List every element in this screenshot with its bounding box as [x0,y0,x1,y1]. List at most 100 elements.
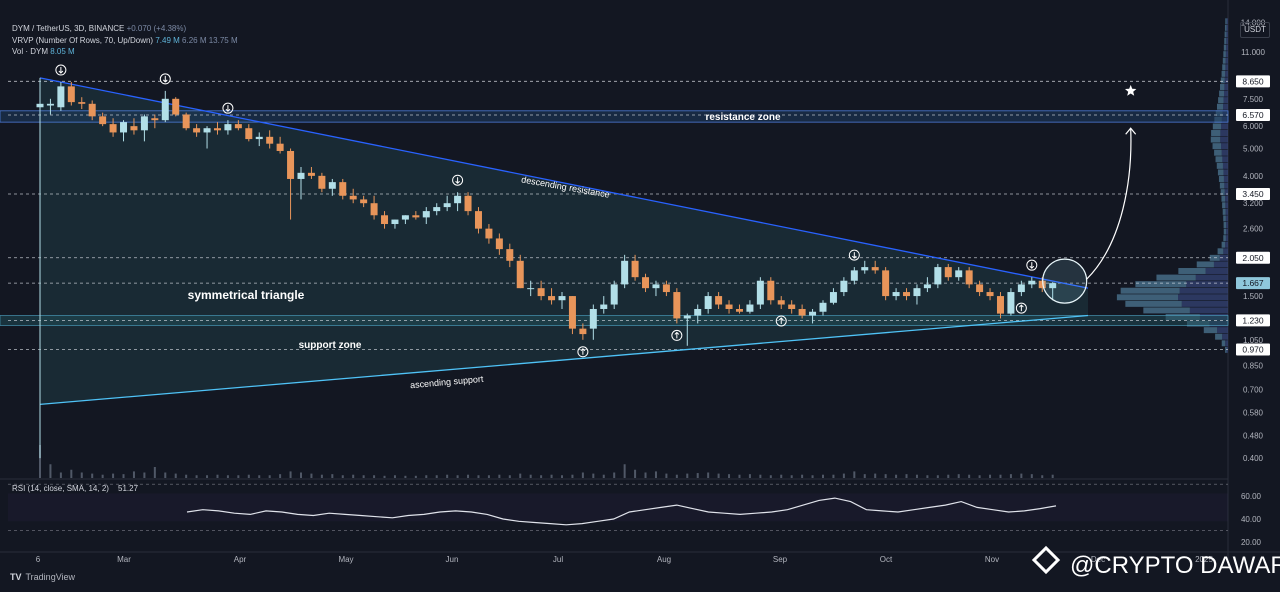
vrvp-bar-up [1216,162,1223,169]
volume-bar [477,475,480,478]
candle-body [307,172,315,176]
price-tick-label: 3.450 [1242,189,1264,199]
vrvp-bar-up [1223,228,1227,235]
down-arrow-icon [848,249,860,261]
volume-legend[interactable]: Vol · DYM 8.05 M [12,47,75,56]
vrvp-bar-up [1223,44,1227,51]
volume-bar [467,474,470,478]
candle-body [965,270,973,285]
vrvp-bar-up [1219,90,1225,97]
vrvp-bar-up [1224,38,1227,44]
price-tick-label: 0.700 [1243,385,1264,394]
volume-bar [1051,474,1054,478]
down-arrow-glyph [225,105,231,112]
price-axis[interactable]: 14.00011.0008.6507.5006.5706.0005.0004.0… [1236,18,1270,463]
time-axis[interactable]: 6 Mar Apr May Jun Jul Aug Sep Oct Nov Dec 2025 [0,551,1280,564]
candle-body [642,277,650,289]
volume-bar [1041,475,1044,478]
candle-body [662,284,670,293]
down-arrow-icon [222,102,234,114]
price-tick-label: 3.200 [1243,199,1264,208]
tradingview-logo[interactable]: TV TradingView [10,572,75,582]
symbol-legend[interactable]: DYM / TetherUS, 3D, BINANCE +0.070 (+4.3… [12,24,186,33]
vrvp-bar-up [1222,64,1226,71]
candle-body [401,215,409,220]
candle-body [809,311,817,316]
vrvp-bar-up [1221,241,1226,248]
volume-bar [822,474,824,478]
candle-body [871,267,879,271]
volume-bar [425,475,428,478]
candle-body [652,284,660,289]
volume-bar [435,475,438,478]
vrvp-bar-up [1212,143,1222,150]
volume-bar [226,475,229,478]
vrvp-value-down: 6.26 M [182,36,207,45]
vrvp-legend[interactable]: VRVP (Number Of Rows, 70, Up/Down) 7.49 … [12,36,238,45]
volume-bar [936,475,939,478]
volume-profile [1116,18,1228,353]
rsi-line [186,497,1057,526]
volume-bar [331,474,334,478]
volume-bar [602,474,605,478]
vrvp-bar-up [1211,130,1221,136]
candle-body [704,296,712,309]
vrvp-bar-up [1219,182,1225,189]
vrvp-bar-up [1215,333,1223,340]
candle-body [537,288,545,297]
projection-arrow [1086,128,1132,280]
price-tick-label: 0.480 [1243,432,1264,441]
volume-bar [811,475,814,478]
candle-body [1007,292,1015,314]
candle-body [829,292,837,303]
volume-bar [728,474,731,478]
symbol-line: DYM / TetherUS, 3D, BINANCE [12,24,125,33]
vrvp-bar-up [1223,222,1227,228]
tradingview-logo-icon: TV [10,572,22,582]
volume-bar [884,474,887,478]
volume-bar [989,474,992,478]
vrvp-bar-down [1226,44,1228,51]
volume-bar [279,474,282,478]
vrvp-bar-down [1224,84,1228,90]
up-arrow-glyph [778,317,784,324]
volume-bar [874,473,877,478]
candle-body [579,328,587,335]
volume-bar [895,474,898,478]
time-tick-label: Dec [1091,555,1105,564]
vrvp-bar-up [1221,195,1226,202]
vrvp-bar-up [1221,70,1226,77]
vrvp-bar-down [1223,169,1228,176]
candle-body [819,302,827,312]
volume-bar [529,474,532,478]
candle-body [861,267,869,271]
candle-body [266,136,274,144]
vol-value: 8.05 M [50,47,75,56]
vrvp-bar-up [1221,340,1226,347]
volume-bar [153,467,156,478]
volume-bar [174,473,177,478]
candle-body [631,260,639,278]
price-tick-label: 1.667 [1242,278,1264,288]
vrvp-bar-down [1221,123,1228,130]
candle-body [67,86,75,103]
vrvp-bar-down [1225,208,1228,215]
volume-bar [268,475,271,478]
vrvp-bar-down [1217,327,1228,334]
candle-body [140,116,148,131]
vrvp-bar-up [1224,24,1227,31]
vrvp-bar-up [1217,169,1224,176]
candle-body [474,211,482,229]
candle-body [99,116,107,125]
currency-button[interactable]: USDT [1240,22,1270,38]
vrvp-bar-down [1223,97,1228,104]
rsi-tick-label: 20.00 [1241,538,1262,547]
down-arrow-icon [452,174,464,186]
vrvp-bar-up [1125,300,1182,307]
breakout-highlight-circle [1042,258,1088,304]
candle-body [850,270,858,281]
time-tick-label: 2025 [1195,555,1213,564]
volume-bar [1030,474,1033,478]
time-tick-label: 6 [36,555,41,564]
